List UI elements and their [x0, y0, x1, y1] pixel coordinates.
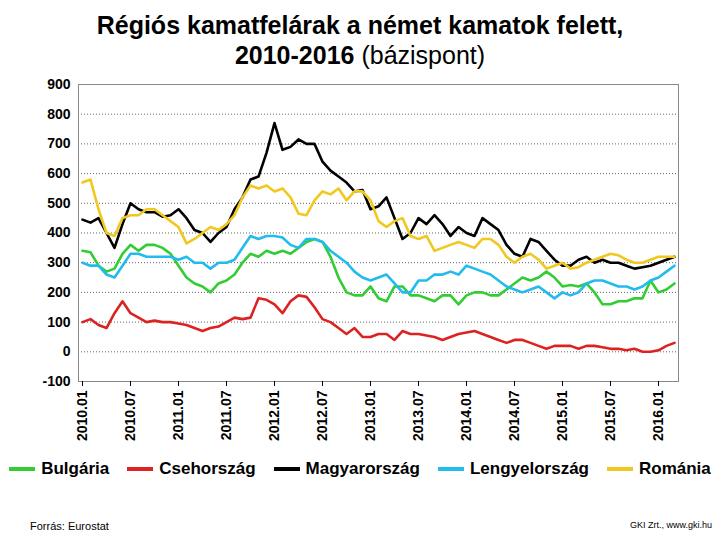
- svg-text:2014.07: 2014.07: [506, 390, 522, 441]
- svg-text:900: 900: [47, 76, 71, 92]
- svg-text:800: 800: [47, 106, 71, 122]
- svg-text:2011.07: 2011.07: [218, 390, 234, 440]
- svg-text:2013.07: 2013.07: [410, 390, 426, 441]
- svg-text:2010.01: 2010.01: [74, 390, 90, 441]
- html-text:Bulgária: Bulgária: [41, 459, 110, 478]
- svg-text:200: 200: [47, 284, 71, 300]
- svg-text:2013.01: 2013.01: [362, 390, 378, 441]
- html-text:Régiós kamatfelárak a német ka: Régiós kamatfelárak a német kamatok fele…: [96, 11, 624, 69]
- svg-text:2011.01: 2011.01: [170, 390, 186, 440]
- svg-text:-100: -100: [42, 373, 70, 389]
- html-text:GKI Zrt., www.gki.hu: GKI Zrt., www.gki.hu: [630, 520, 712, 530]
- svg-text:0: 0: [63, 343, 71, 359]
- svg-text:100: 100: [47, 314, 71, 330]
- svg-text:2015.07: 2015.07: [602, 390, 618, 441]
- html-text:Csehország: Csehország: [159, 459, 256, 478]
- svg-text:2012.01: 2012.01: [266, 390, 282, 441]
- svg-text:2015.01: 2015.01: [554, 390, 570, 441]
- svg-text:300: 300: [47, 254, 71, 270]
- svg-text:500: 500: [47, 195, 71, 211]
- html-text:Forrás: Eurostat: Forrás: Eurostat: [30, 520, 109, 532]
- svg-text:2016.01: 2016.01: [650, 390, 666, 441]
- html-text:Magyarország: Magyarország: [305, 459, 420, 478]
- svg-text:400: 400: [47, 224, 71, 240]
- svg-text:2014.01: 2014.01: [458, 390, 474, 441]
- svg-text:2010.07: 2010.07: [122, 390, 138, 441]
- html-text:Románia: Románia: [639, 459, 711, 478]
- svg-text:600: 600: [47, 165, 71, 181]
- svg-text:2012.07: 2012.07: [314, 390, 330, 441]
- html-text:Lengyelország: Lengyelország: [469, 459, 589, 478]
- svg-text:700: 700: [47, 135, 71, 151]
